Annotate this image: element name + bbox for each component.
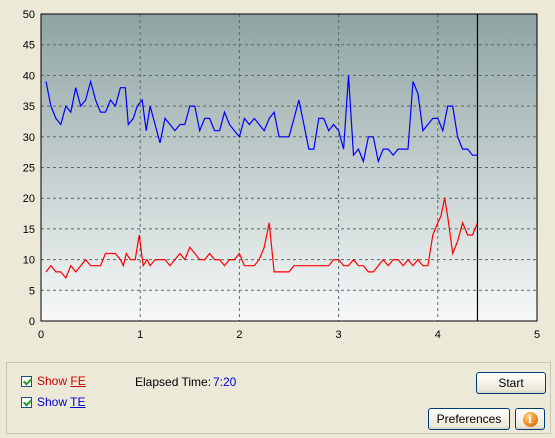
chart-panel: 0 5 10 15 20 25 30 35 40 45 50 0 1 2 3 4 5 bbox=[22, 9, 541, 341]
series-line-fe bbox=[45, 198, 479, 280]
preferences-button[interactable]: Preferences bbox=[428, 408, 510, 430]
show-te-row[interactable]: Show TE bbox=[21, 394, 85, 410]
x-tick-label: 4 bbox=[435, 329, 441, 341]
show-te-key: TE bbox=[70, 395, 86, 409]
x-tick-label: 1 bbox=[137, 329, 143, 341]
series-line-te bbox=[45, 75, 478, 164]
x-tick-label: 5 bbox=[534, 329, 540, 341]
plot-border bbox=[40, 13, 538, 322]
show-te-checkbox[interactable] bbox=[21, 396, 32, 408]
show-fe-prefix: Show bbox=[37, 374, 71, 388]
show-te-label[interactable]: Show TE bbox=[37, 395, 85, 409]
y-tick-label: 50 bbox=[23, 9, 35, 21]
y-tick-label: 15 bbox=[23, 224, 35, 236]
show-fe-label[interactable]: Show FE bbox=[37, 374, 86, 388]
y-tick-label: 25 bbox=[23, 163, 35, 175]
y-tick-label: 40 bbox=[23, 70, 35, 82]
info-button[interactable]: i bbox=[515, 408, 545, 430]
info-icon: i bbox=[522, 411, 538, 427]
y-tick-label: 30 bbox=[23, 132, 35, 144]
elapsed-time-value: 7:20 bbox=[213, 375, 237, 389]
x-tick-label: 0 bbox=[38, 329, 44, 341]
elapsed-time-label: Elapsed Time: bbox=[135, 375, 212, 389]
show-te-prefix: Show bbox=[37, 395, 71, 409]
x-tick-label: 3 bbox=[336, 329, 342, 341]
y-tick-label: 10 bbox=[23, 255, 35, 267]
show-fe-checkbox[interactable] bbox=[21, 375, 32, 387]
y-tick-label: 45 bbox=[23, 40, 35, 52]
show-fe-key: FE bbox=[70, 374, 86, 388]
x-tick-label: 2 bbox=[236, 329, 242, 341]
y-tick-label: 0 bbox=[29, 316, 35, 328]
show-fe-row[interactable]: Show FE bbox=[21, 373, 86, 389]
start-button[interactable]: Start bbox=[476, 372, 546, 394]
controls-panel: Show FE Show TE Elapsed Time: 7:20 Start… bbox=[6, 362, 551, 434]
y-tick-label: 5 bbox=[29, 285, 35, 297]
y-tick-label: 20 bbox=[23, 193, 35, 205]
y-tick-label: 35 bbox=[23, 101, 35, 113]
